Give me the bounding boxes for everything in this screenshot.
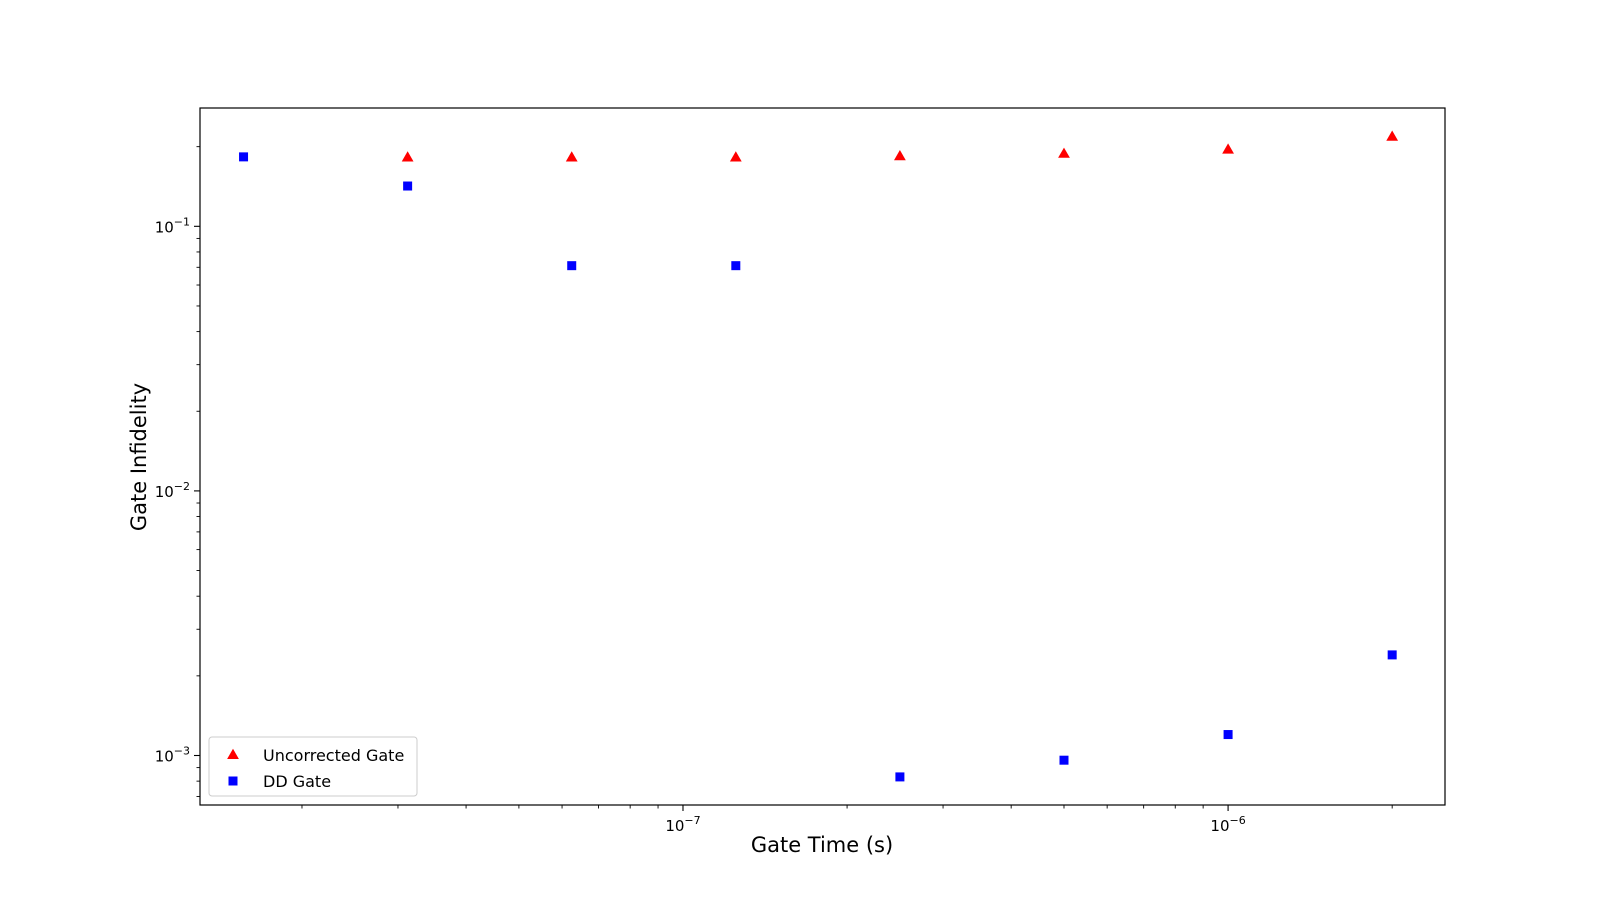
- y-tick-label: 10−1: [155, 215, 190, 236]
- uncorrected-point: [1058, 147, 1070, 158]
- dd-point: [895, 772, 905, 782]
- uncorrected-point: [894, 150, 906, 161]
- dd-point: [731, 261, 741, 271]
- dd-point: [567, 261, 577, 271]
- x-axis-label: Gate Time (s): [751, 833, 893, 857]
- legend-label: Uncorrected Gate: [263, 746, 404, 765]
- uncorrected-point: [401, 151, 414, 162]
- legend-label: DD Gate: [263, 772, 331, 791]
- uncorrected-point: [729, 151, 742, 162]
- legend-box: [208, 736, 418, 797]
- uncorrected-point: [565, 151, 578, 162]
- plot-area: [200, 108, 1445, 805]
- x-tick-label: 10−7: [665, 814, 700, 835]
- dd-point: [1059, 755, 1069, 765]
- y-axis-label: Gate Infidelity: [127, 383, 151, 531]
- dd-point: [403, 181, 413, 191]
- series-triangle: [401, 130, 1399, 162]
- legend-marker: [228, 776, 238, 786]
- uncorrected-point: [1386, 130, 1399, 141]
- uncorrected-point: [1222, 143, 1234, 154]
- ticks: 10−7 10−6 10−1 10−2 10−3: [155, 146, 1393, 835]
- dd-point: [1223, 730, 1233, 740]
- y-tick-label: 10−2: [155, 480, 190, 501]
- legend: Uncorrected Gate DD Gate: [208, 736, 418, 797]
- dd-point: [1387, 650, 1397, 660]
- series-square: [239, 152, 1397, 782]
- y-tick-label: 10−3: [155, 744, 190, 765]
- x-tick-label: 10−6: [1210, 814, 1245, 835]
- legend-marker: [227, 748, 239, 760]
- data-points: [239, 130, 1399, 782]
- dd-point: [239, 152, 249, 162]
- plot-frame: [199, 107, 1446, 806]
